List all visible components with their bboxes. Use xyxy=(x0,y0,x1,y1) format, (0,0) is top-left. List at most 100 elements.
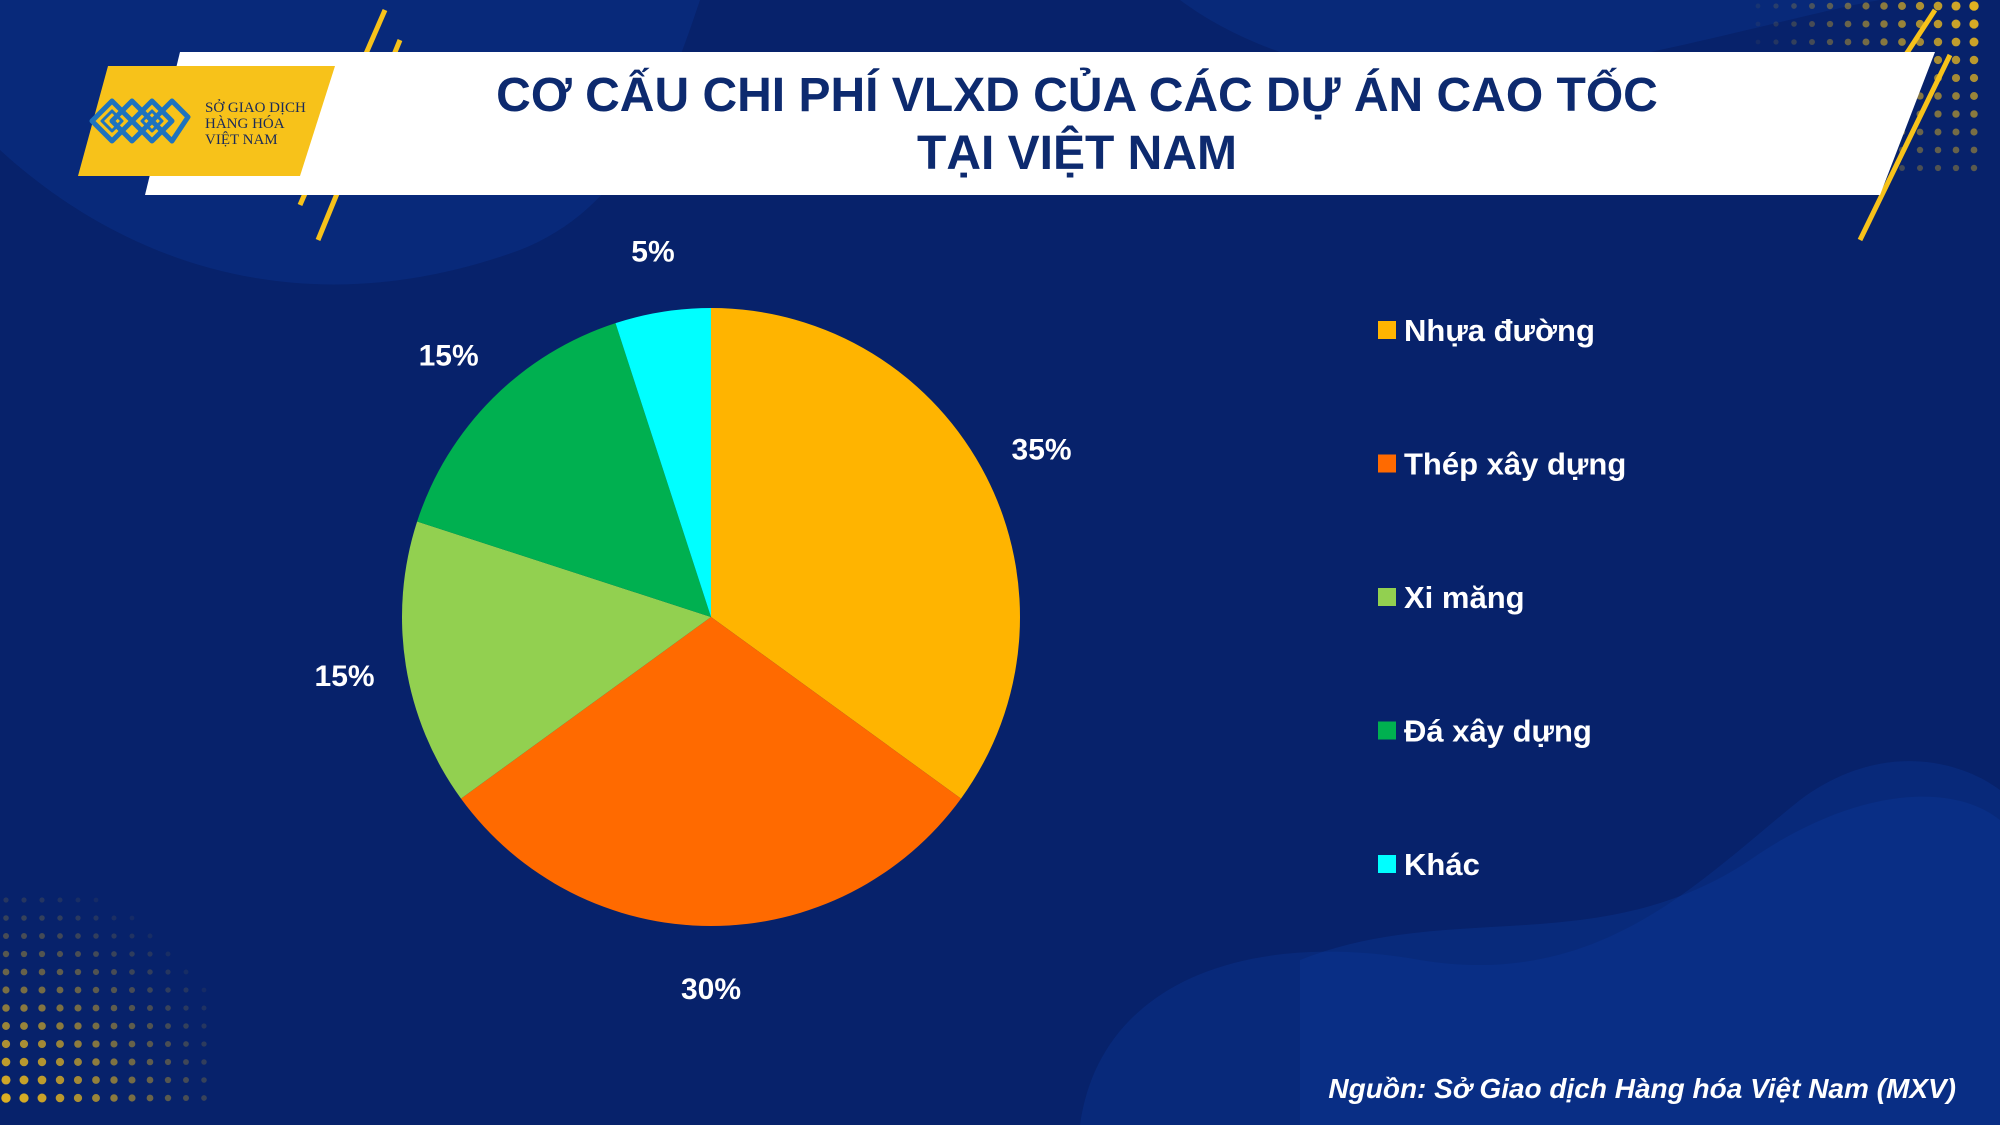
pie-data-labels: 35% 30% 15% 15% 5% xyxy=(315,236,1072,1006)
decor-dot xyxy=(165,951,171,957)
decor-dot xyxy=(1934,128,1942,136)
pie-data-label: 15% xyxy=(419,340,479,373)
decor-dot xyxy=(92,1022,100,1030)
decor-dot xyxy=(38,950,46,958)
decor-dot xyxy=(1970,128,1978,136)
decor-dot xyxy=(1951,37,1961,47)
legend-label: Xi măng xyxy=(1404,580,1525,615)
decor-dot xyxy=(1915,1,1925,11)
decor-dot xyxy=(111,969,117,975)
decor-dot xyxy=(1773,39,1779,45)
decor-dot xyxy=(1969,37,1979,47)
decor-dot xyxy=(1916,128,1924,136)
decor-dot xyxy=(1862,38,1870,46)
decor-dot xyxy=(183,1023,189,1029)
decor-dot xyxy=(1933,1,1943,11)
decor-dot xyxy=(57,897,63,903)
decor-dot xyxy=(56,950,64,958)
decor-dot xyxy=(93,933,99,939)
decor-dot xyxy=(201,1023,207,1029)
decor-dot xyxy=(1951,55,1961,65)
decor-dot xyxy=(73,1075,83,1085)
logo-text-line2: HÀNG HÓA xyxy=(205,115,285,132)
decor-dot xyxy=(3,915,9,921)
decor-dot xyxy=(2,986,10,994)
decor-dot xyxy=(110,986,118,994)
pie-data-label: 15% xyxy=(315,660,375,693)
decor-dot xyxy=(201,1095,207,1101)
decor-dot xyxy=(1898,38,1906,46)
decor-dot xyxy=(56,986,64,994)
decor-dot xyxy=(19,1057,29,1067)
decor-dot xyxy=(164,1040,172,1048)
decor-dot xyxy=(183,1005,189,1011)
decor-dot xyxy=(164,1058,172,1066)
decor-dot xyxy=(20,950,28,958)
decor-dot xyxy=(201,987,207,993)
decor-dot xyxy=(92,1004,100,1012)
decor-dot xyxy=(1755,3,1761,9)
legend-swatch xyxy=(1378,721,1396,740)
decor-dot xyxy=(201,1041,207,1047)
decor-dot xyxy=(2,1022,10,1030)
decor-dot xyxy=(74,1058,82,1066)
decor-dot xyxy=(20,968,28,976)
decor-dot xyxy=(1951,1,1961,11)
dot-pattern-bottom-left xyxy=(1,897,207,1103)
decor-dot xyxy=(2,1004,10,1012)
logo-mark-icon xyxy=(89,98,191,144)
decor-dot xyxy=(1970,110,1978,118)
decor-dot xyxy=(1844,20,1852,28)
decor-dot xyxy=(20,1022,28,1030)
logo-plate xyxy=(78,66,335,176)
decor-dot xyxy=(1880,38,1888,46)
pie-slice xyxy=(402,521,711,799)
decor-dot xyxy=(92,1076,100,1084)
decor-dot xyxy=(1969,55,1979,65)
decor-dot xyxy=(74,1004,82,1012)
decor-dot xyxy=(147,951,153,957)
decor-dot xyxy=(56,968,64,976)
decor-dot xyxy=(19,1093,29,1103)
legend-swatch xyxy=(1378,855,1396,873)
decor-dot xyxy=(1952,92,1960,100)
decor-dot xyxy=(1969,19,1979,29)
decor-dot xyxy=(1,1057,11,1067)
decor-dot xyxy=(1933,55,1943,65)
page-title-line2: TẠI VIỆT NAM xyxy=(917,125,1237,180)
decor-dot xyxy=(1951,73,1961,83)
decor-dot xyxy=(92,1040,100,1048)
decor-dot xyxy=(1791,21,1797,27)
decor-dot xyxy=(2,950,10,958)
decor-dot xyxy=(1934,164,1942,172)
decor-dot xyxy=(3,897,9,903)
legend-label: Nhựa đường xyxy=(1404,313,1595,348)
decor-dot xyxy=(1862,2,1870,10)
decor-dot xyxy=(201,1059,207,1065)
decor-dot xyxy=(38,968,46,976)
decor-dot xyxy=(2,968,10,976)
decor-dot xyxy=(1773,21,1779,27)
pie-slice xyxy=(615,308,711,617)
decor-dot xyxy=(1933,37,1943,47)
decor-dot xyxy=(201,1077,207,1083)
decor-dot xyxy=(165,987,171,993)
decor-dot xyxy=(1791,3,1797,9)
wave-shape-mid-right xyxy=(1300,796,2000,1125)
decor-dot xyxy=(57,933,63,939)
decor-dot xyxy=(92,986,100,994)
decor-dot xyxy=(183,987,189,993)
decor-dot xyxy=(147,987,153,993)
decor-dot xyxy=(1755,21,1761,27)
decor-dot xyxy=(39,897,45,903)
decor-dot xyxy=(20,986,28,994)
decor-dot xyxy=(111,951,117,957)
decor-dot xyxy=(147,969,153,975)
decor-dot xyxy=(1880,20,1888,28)
decor-dot xyxy=(92,968,100,976)
decor-dot xyxy=(1862,20,1870,28)
decor-dot xyxy=(93,915,99,921)
decor-dot xyxy=(165,969,171,975)
decor-dot xyxy=(201,1005,207,1011)
